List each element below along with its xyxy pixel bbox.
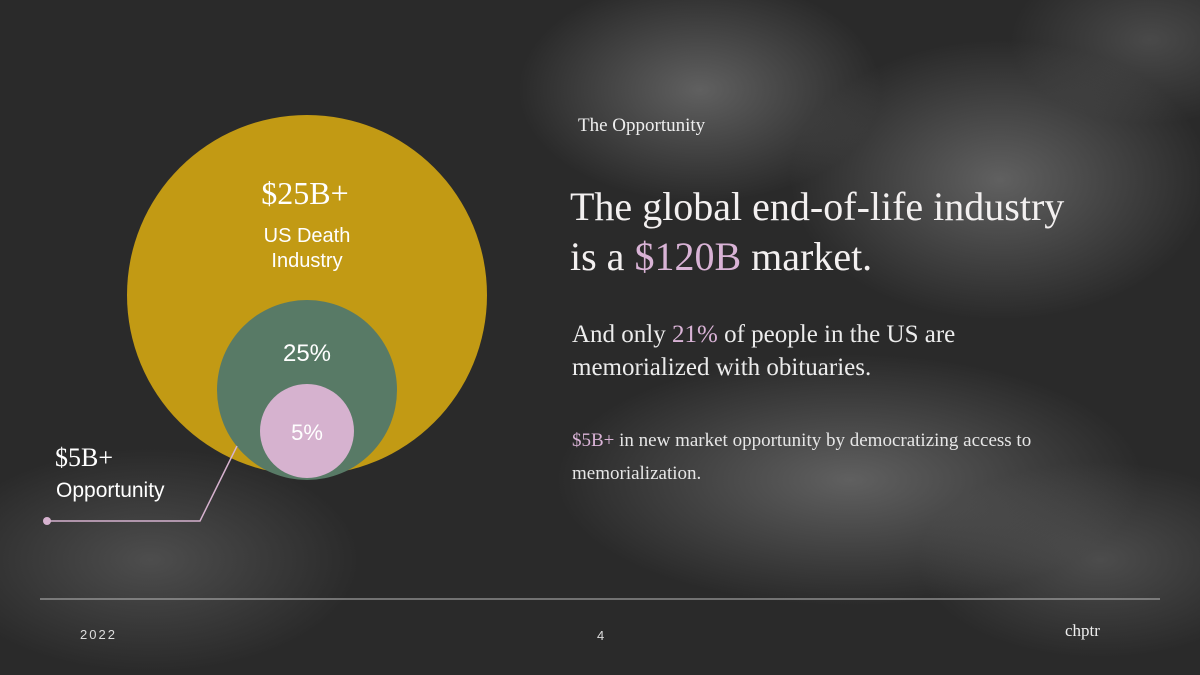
subhead: And only 21% of people in the US are mem…	[572, 318, 1042, 384]
outer-label: Industry	[271, 250, 342, 272]
middle-label: 25%	[283, 340, 331, 367]
outer-value: $25B+	[261, 175, 348, 211]
eyebrow: The Opportunity	[578, 115, 706, 136]
highlight: $120B	[634, 234, 742, 279]
highlight: 21%	[672, 321, 718, 348]
highlight: $5B+	[572, 430, 615, 451]
headline: The global end-of-life industry is a $12…	[570, 182, 1190, 282]
inner-label: 5%	[291, 420, 323, 445]
text: of people in the US are memorialized wit…	[572, 321, 956, 381]
callout-label: Opportunity	[56, 479, 165, 502]
inner-circle	[260, 384, 354, 478]
callout-line	[47, 445, 238, 522]
body-text: $5B+ in new market opportunity by democr…	[572, 424, 1152, 490]
text: is a	[570, 234, 635, 279]
outer-label: US Death	[264, 225, 351, 247]
brand: chptr	[1065, 621, 1100, 640]
callout-dot	[43, 517, 51, 525]
headline-line: is a $120B market.	[570, 232, 1190, 282]
callout-value: $5B+	[55, 443, 113, 472]
text: And only	[572, 321, 672, 348]
page-number: 4	[597, 628, 605, 643]
outer-circle	[127, 115, 487, 475]
headline-line: The global end-of-life industry	[570, 184, 1065, 229]
text: in new market opportunity by democratizi…	[572, 430, 1032, 484]
text: market.	[741, 234, 873, 279]
footer-year: 2022	[80, 627, 117, 642]
